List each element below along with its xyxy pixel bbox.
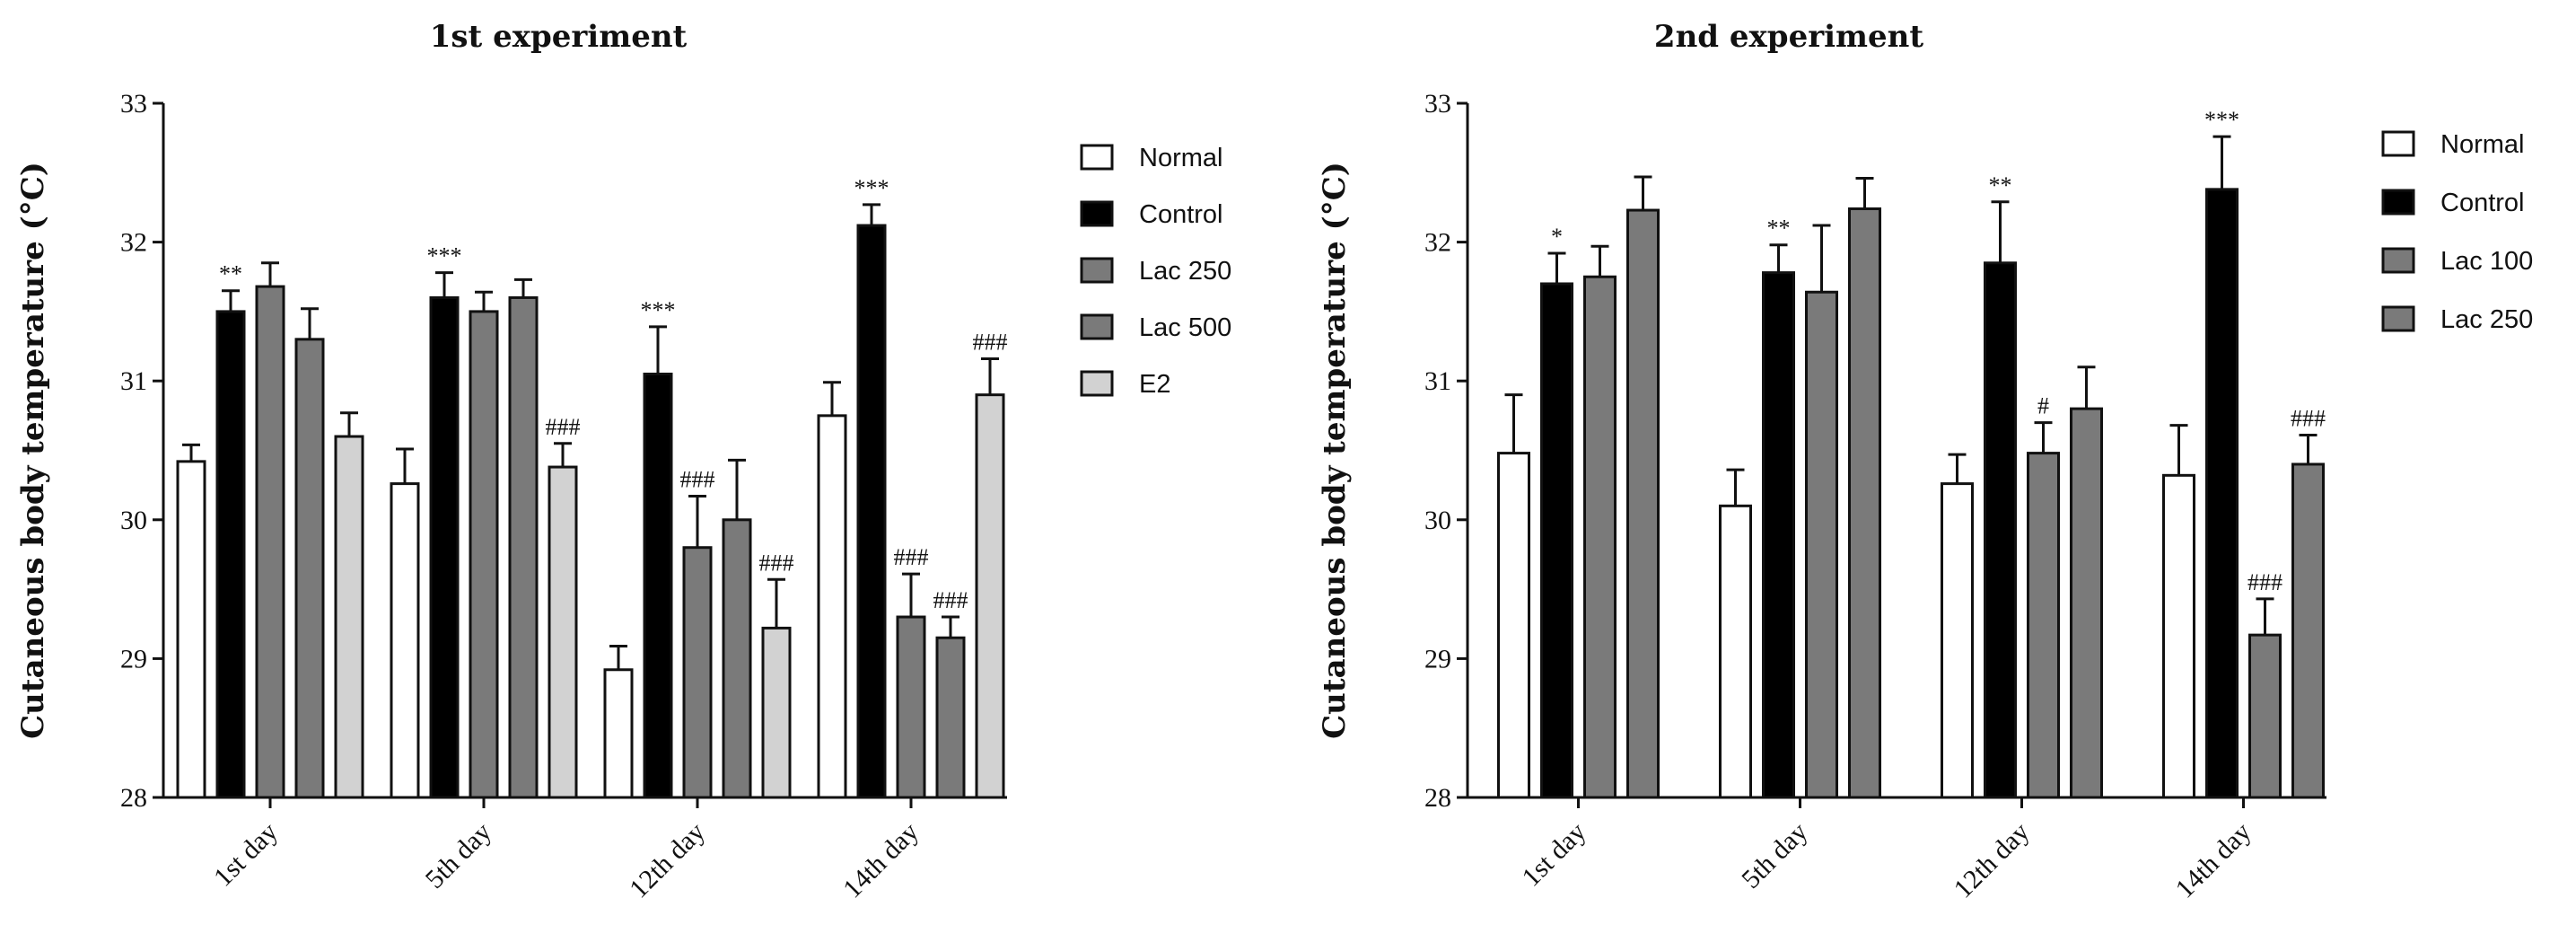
bar-e2 bbox=[548, 465, 578, 799]
legend-label: Control bbox=[2440, 189, 2525, 217]
y-axis-label: Cutaneous body temperature (°C) bbox=[15, 162, 51, 739]
x-tick-label: 5th day bbox=[420, 817, 497, 894]
significance-marker: * bbox=[1551, 224, 1563, 250]
bar-control bbox=[1540, 282, 1573, 799]
significance-marker: ### bbox=[759, 550, 794, 576]
bar-lac-250 bbox=[896, 615, 926, 799]
y-tick-label: 31 bbox=[120, 366, 147, 396]
bar-lac-250 bbox=[1848, 207, 1881, 799]
significance-marker: ### bbox=[2247, 569, 2282, 595]
y-tick-label: 28 bbox=[1424, 783, 1451, 813]
bar-normal bbox=[176, 460, 206, 799]
x-tick-label: 12th day bbox=[1948, 817, 2035, 904]
bar-lac-500 bbox=[722, 518, 752, 799]
bar-control bbox=[2205, 188, 2239, 799]
bar-lac-500 bbox=[508, 295, 539, 799]
legend-label: E2 bbox=[1139, 370, 1170, 399]
bar-lac-500 bbox=[294, 338, 325, 799]
significance-marker: *** bbox=[641, 297, 676, 323]
legend-swatch bbox=[1080, 313, 1114, 340]
significance-marker: ### bbox=[894, 544, 929, 570]
legend-swatch bbox=[1080, 144, 1114, 171]
chart-title: 2nd experiment bbox=[1654, 19, 1923, 55]
bar-lac-250 bbox=[469, 310, 499, 799]
bar-control bbox=[856, 224, 887, 799]
significance-marker: *** bbox=[2204, 107, 2239, 133]
bar-lac-250 bbox=[2291, 462, 2325, 799]
bar-lac-100 bbox=[1583, 275, 1617, 799]
x-tick-label: 5th day bbox=[1736, 817, 1813, 894]
bar-e2 bbox=[975, 393, 1005, 799]
bar-control bbox=[1762, 271, 1795, 799]
bar-lac-250 bbox=[682, 546, 713, 799]
significance-marker: ** bbox=[1989, 172, 2012, 198]
x-tick-label: 1st day bbox=[208, 817, 284, 893]
legend-swatch bbox=[2381, 247, 2415, 274]
y-axis-label: Cutaneous body temperature (°C) bbox=[1317, 162, 1353, 739]
chart-panel-1st-experiment: 1st experiment Cutaneous body temperature… bbox=[15, 19, 1231, 904]
legend-swatch bbox=[2381, 130, 2415, 157]
significance-marker: *** bbox=[854, 175, 889, 201]
bar-normal bbox=[603, 668, 634, 799]
legend-label: Normal bbox=[2440, 130, 2524, 159]
significance-marker: ### bbox=[546, 414, 581, 440]
x-tick-label: 14th day bbox=[2169, 817, 2256, 904]
legend-label: Lac 100 bbox=[2440, 247, 2533, 276]
legend-label: Lac 250 bbox=[2440, 305, 2533, 334]
bar-normal bbox=[2162, 473, 2195, 799]
legend-label: Lac 500 bbox=[1139, 313, 1231, 342]
significance-marker: *** bbox=[427, 243, 462, 269]
bar-normal bbox=[1497, 452, 1530, 799]
bar-e2 bbox=[334, 435, 364, 799]
y-tick-label: 29 bbox=[120, 644, 147, 674]
bar-normal bbox=[817, 414, 847, 799]
y-tick-label: 30 bbox=[1424, 506, 1451, 535]
bar-control bbox=[1984, 261, 2017, 799]
bar-control bbox=[429, 295, 460, 799]
y-tick-label: 29 bbox=[1424, 644, 1451, 674]
legend-label: Normal bbox=[1139, 144, 1222, 172]
bar-lac-100 bbox=[1805, 290, 1838, 799]
bar-lac-100 bbox=[2248, 633, 2282, 799]
bar-control bbox=[215, 310, 246, 799]
y-tick-label: 32 bbox=[120, 228, 147, 258]
significance-marker: ### bbox=[680, 467, 715, 493]
legend-swatch bbox=[1080, 200, 1114, 227]
bar-lac-500 bbox=[935, 636, 966, 799]
significance-marker: ### bbox=[973, 329, 1008, 355]
x-tick-label: 12th day bbox=[624, 817, 711, 904]
bar-lac-250 bbox=[2070, 407, 2103, 799]
bar-control bbox=[643, 372, 673, 799]
chart-title: 1st experiment bbox=[430, 19, 688, 55]
legend-swatch bbox=[1080, 257, 1114, 284]
significance-marker: ** bbox=[219, 261, 242, 287]
legend-swatch bbox=[2381, 305, 2415, 332]
significance-marker: ### bbox=[2291, 405, 2326, 431]
bar-normal bbox=[1941, 482, 1974, 799]
y-tick-label: 31 bbox=[1424, 366, 1451, 396]
y-tick-label: 30 bbox=[120, 506, 147, 535]
significance-marker: ** bbox=[1767, 216, 1791, 242]
bar-lac-250 bbox=[255, 285, 285, 799]
legend-label: Control bbox=[1139, 200, 1223, 229]
bar-normal bbox=[390, 482, 420, 799]
significance-marker: # bbox=[2037, 393, 2049, 419]
bar-e2 bbox=[761, 626, 792, 799]
bar-normal bbox=[1719, 504, 1752, 799]
y-tick-label: 28 bbox=[120, 783, 147, 813]
x-tick-label: 1st day bbox=[1516, 817, 1591, 893]
x-tick-label: 14th day bbox=[837, 817, 924, 904]
y-tick-label: 32 bbox=[1424, 228, 1451, 258]
legend-swatch bbox=[1080, 370, 1114, 397]
y-tick-label: 33 bbox=[120, 89, 147, 119]
bar-lac-250 bbox=[1626, 208, 1660, 799]
legend-swatch bbox=[2381, 189, 2415, 216]
chart-panel-2nd-experiment: 2nd experiment Cutaneous body temperature… bbox=[1317, 19, 2533, 904]
legend-label: Lac 250 bbox=[1139, 257, 1231, 286]
bar-lac-100 bbox=[2027, 452, 2060, 799]
significance-marker: ### bbox=[933, 587, 968, 613]
y-tick-label: 33 bbox=[1424, 89, 1451, 119]
